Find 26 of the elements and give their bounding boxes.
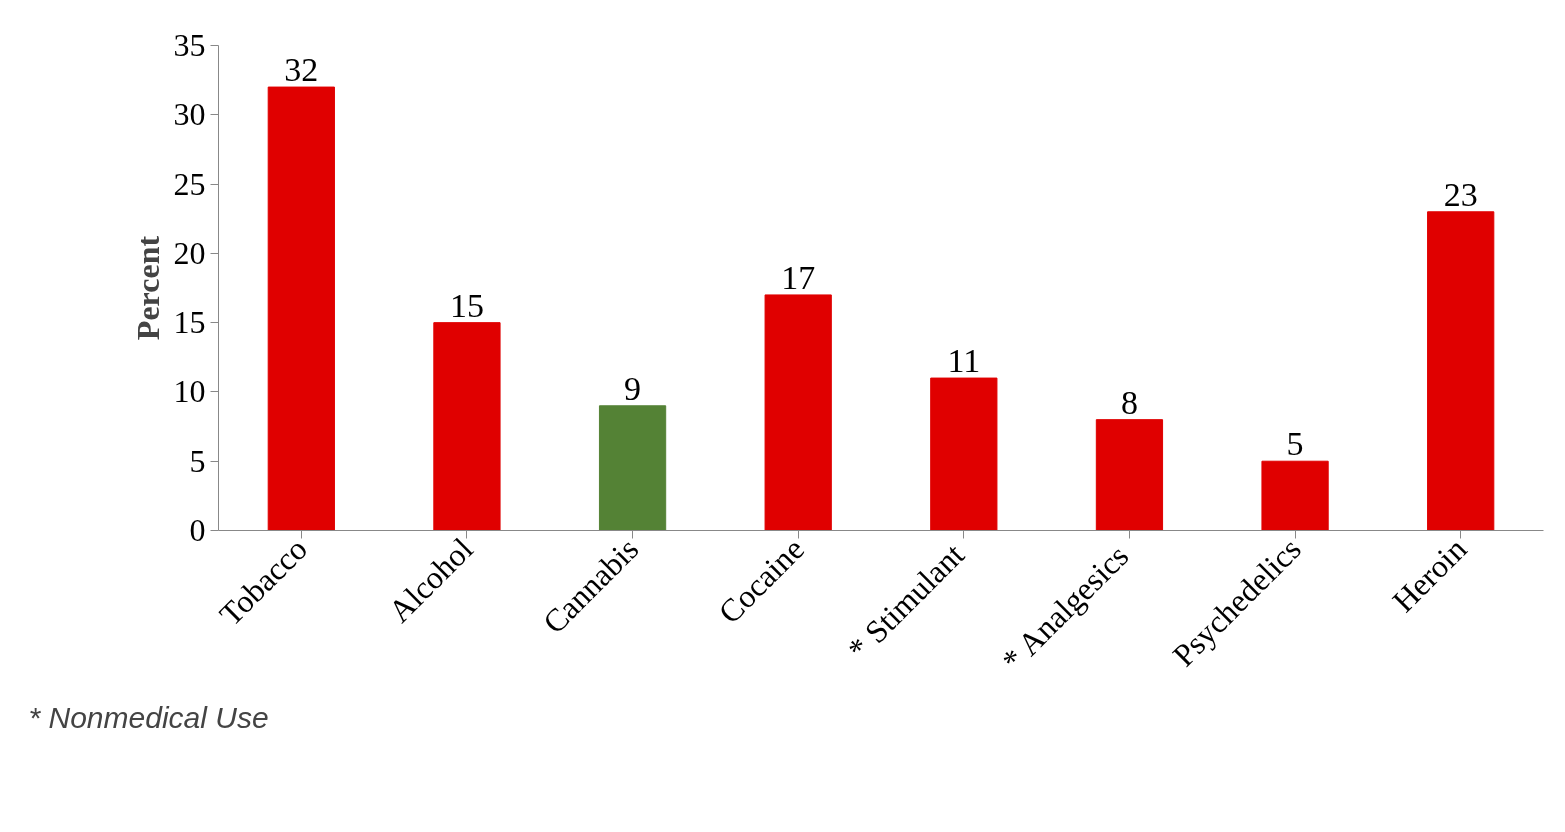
y-tick-label: 10 (173, 373, 206, 410)
bar (1261, 460, 1329, 531)
data-label: 32 (284, 51, 319, 89)
y-tick-label: 35 (173, 27, 206, 63)
y-tick-label: 5 (189, 442, 206, 479)
y-tick-label: 25 (173, 165, 206, 202)
bar (1095, 419, 1164, 531)
bar (267, 86, 335, 531)
bar (764, 294, 832, 531)
y-tick-label: 15 (173, 304, 206, 341)
data-label: 9 (624, 369, 642, 407)
data-label: 23 (1443, 175, 1478, 213)
data-label: 11 (947, 342, 981, 380)
bar (1427, 211, 1495, 531)
text: * Nonmedical Use (28, 700, 269, 734)
y-axis-title: Percent (129, 235, 166, 341)
data-label: 8 (1120, 383, 1138, 421)
data-label: 17 (781, 258, 816, 296)
data-label: 5 (1286, 425, 1304, 463)
y-tick-label: 20 (173, 234, 206, 271)
data-label: 15 (449, 286, 484, 324)
bar (930, 377, 998, 531)
bar (433, 322, 501, 531)
bar (598, 405, 667, 531)
y-tick-label: 30 (173, 96, 206, 133)
y-tick-label: 0 (189, 512, 206, 548)
